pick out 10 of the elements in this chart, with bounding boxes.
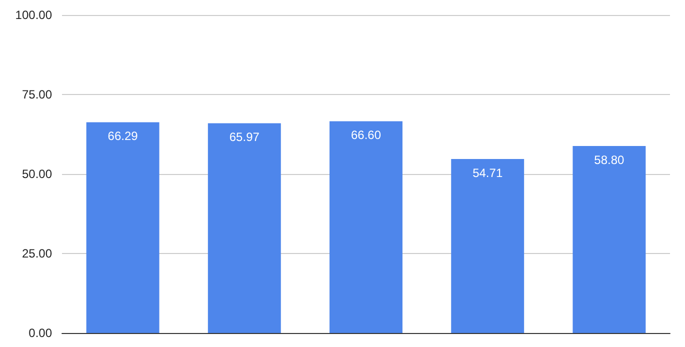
data-label: 66.60 [350,128,382,142]
data-label: 65.97 [229,130,260,144]
y-tick-label: 25.00 [22,246,52,260]
data-label: 66.29 [108,129,138,144]
data-label: 58.80 [594,153,625,168]
y-tick-label: 50.00 [22,167,52,181]
data-label: 54.71 [472,166,503,180]
y-tick-label: 100.00 [15,8,52,22]
y-tick-label: 0.00 [28,326,52,340]
y-tick-label: 75.00 [22,88,52,102]
